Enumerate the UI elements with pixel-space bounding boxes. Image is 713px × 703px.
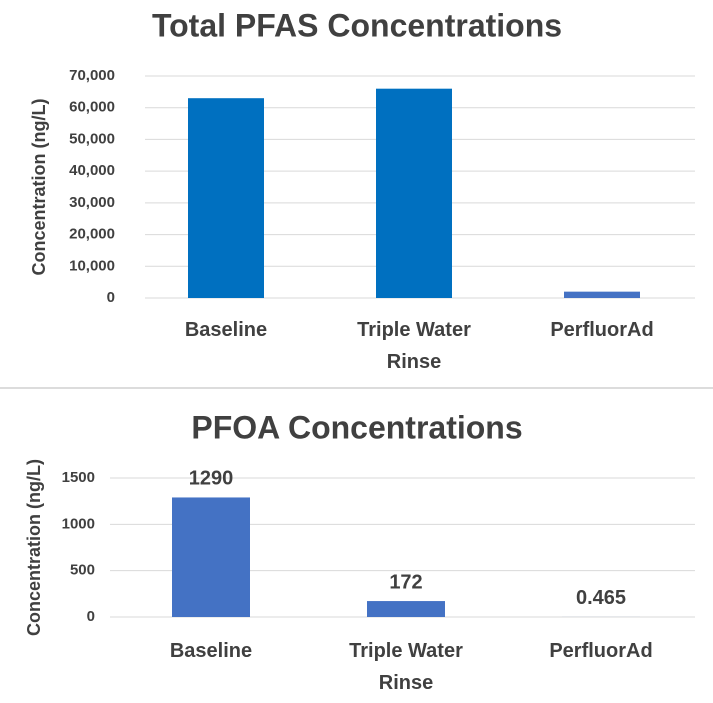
y-tick-label: 60,000 — [69, 99, 115, 116]
data-label: 172 — [389, 571, 422, 593]
y-tick-label: 20,000 — [69, 226, 115, 243]
y-tick-label: 70,000 — [69, 67, 115, 84]
y-axis-label: Concentration (ng/L) — [24, 459, 44, 636]
bar — [172, 497, 250, 617]
x-tick-label: PerfluorAd — [549, 640, 653, 662]
y-axis-label: Concentration (ng/L) — [29, 99, 49, 276]
y-tick-label: 1500 — [62, 469, 95, 486]
y-tick-label: 50,000 — [69, 130, 115, 147]
x-tick-label: PerfluorAd — [550, 319, 654, 341]
y-tick-label: 1000 — [62, 515, 95, 532]
bar — [376, 88, 452, 298]
bar — [564, 291, 640, 298]
y-tick-label: 10,000 — [69, 257, 115, 274]
bar — [188, 98, 264, 298]
data-label: 0.465 — [576, 587, 626, 609]
y-tick-label: 30,000 — [69, 194, 115, 211]
chart-title: Total PFAS Concentrations — [152, 7, 562, 43]
x-tick-label: Baseline — [184, 319, 268, 341]
x-tick-label: Baseline — [169, 640, 253, 662]
bar — [367, 601, 445, 617]
y-tick-label: 40,000 — [69, 162, 115, 179]
data-label: 1290 — [189, 468, 234, 490]
y-tick-label: 0 — [87, 608, 95, 625]
x-tick-label: Triple Water Rinse — [349, 640, 463, 694]
y-tick-label: 0 — [107, 289, 115, 306]
y-tick-label: 500 — [70, 562, 95, 579]
chart-title: PFOA Concentrations — [191, 409, 522, 445]
x-tick-label: Triple Water Rinse — [357, 319, 471, 373]
